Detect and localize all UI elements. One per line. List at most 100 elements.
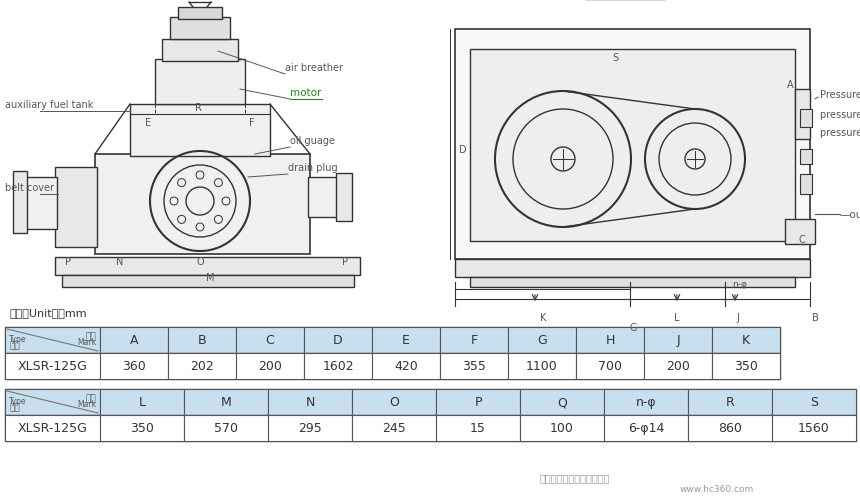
Bar <box>100 415 184 441</box>
Bar <box>440 327 508 353</box>
Text: 355: 355 <box>462 360 486 373</box>
Bar <box>162 40 238 62</box>
Bar <box>100 327 168 353</box>
Text: 570: 570 <box>214 422 238 435</box>
Bar <box>5 327 100 353</box>
Bar <box>520 389 604 415</box>
Text: O: O <box>196 257 204 267</box>
Bar <box>372 327 440 353</box>
Bar <box>688 415 772 441</box>
Text: 记号: 记号 <box>85 331 96 340</box>
Bar <box>576 353 644 379</box>
Bar <box>100 353 168 379</box>
Bar <box>5 353 780 379</box>
Bar <box>436 415 520 441</box>
Bar <box>455 260 810 278</box>
Bar <box>712 327 780 353</box>
Text: A: A <box>130 334 138 347</box>
Text: 记号: 记号 <box>85 393 96 402</box>
Bar <box>168 327 236 353</box>
Bar <box>470 50 795 241</box>
Bar <box>168 353 236 379</box>
Bar <box>55 168 97 247</box>
Text: 1100: 1100 <box>526 360 558 373</box>
Text: pressure gauge switch: pressure gauge switch <box>820 128 860 138</box>
Bar <box>576 327 644 353</box>
Text: F: F <box>470 334 477 347</box>
Text: 济南泉龙重工机械有限公司: 济南泉龙重工机械有限公司 <box>540 472 611 482</box>
Text: H: H <box>605 334 615 347</box>
Text: 单位（Unit）；mm: 单位（Unit）；mm <box>10 308 88 317</box>
Bar <box>5 327 780 353</box>
Text: 360: 360 <box>122 360 146 373</box>
Text: 860: 860 <box>718 422 742 435</box>
Text: —outlet: —outlet <box>840 209 860 219</box>
Bar <box>772 389 856 415</box>
Text: 245: 245 <box>382 422 406 435</box>
Bar <box>800 175 812 194</box>
Text: 1560: 1560 <box>798 422 830 435</box>
Text: P: P <box>342 257 348 267</box>
Text: P: P <box>65 257 71 267</box>
Bar <box>712 353 780 379</box>
Text: O: O <box>389 396 399 409</box>
Bar <box>184 415 268 441</box>
Text: 420: 420 <box>394 360 418 373</box>
Text: P: P <box>474 396 482 409</box>
Bar <box>604 415 688 441</box>
Text: 350: 350 <box>130 422 154 435</box>
Text: XLSR-125G: XLSR-125G <box>17 422 88 435</box>
Text: E: E <box>402 334 410 347</box>
Bar <box>644 327 712 353</box>
Bar <box>604 389 688 415</box>
Text: motor: motor <box>290 88 322 98</box>
Text: L: L <box>138 396 145 409</box>
Text: M: M <box>206 273 214 283</box>
Text: oil guage: oil guage <box>290 136 335 146</box>
Text: J: J <box>676 334 679 347</box>
Text: 295: 295 <box>298 422 322 435</box>
Text: N: N <box>305 396 315 409</box>
Bar <box>5 389 856 415</box>
Text: Mark: Mark <box>77 399 96 408</box>
Bar <box>520 415 604 441</box>
Bar <box>508 327 576 353</box>
Text: N: N <box>116 257 124 267</box>
Text: 型号: 型号 <box>9 340 20 349</box>
Bar <box>436 389 520 415</box>
Text: 1602: 1602 <box>322 360 353 373</box>
Text: B: B <box>198 334 206 347</box>
Bar <box>800 110 812 128</box>
Text: M: M <box>221 396 231 409</box>
Bar <box>55 258 360 276</box>
Text: J: J <box>736 313 740 322</box>
Bar <box>308 178 338 217</box>
Text: 200: 200 <box>258 360 282 373</box>
Text: Type: Type <box>9 334 27 343</box>
Text: L: L <box>674 313 679 322</box>
Bar <box>268 415 352 441</box>
Text: air breather: air breather <box>285 63 343 73</box>
Bar <box>170 18 230 40</box>
Text: R: R <box>194 103 201 113</box>
Bar <box>772 415 856 441</box>
Bar <box>130 105 270 157</box>
Bar <box>5 353 100 379</box>
Text: Pressure relief valve: Pressure relief valve <box>820 90 860 100</box>
Bar <box>5 415 100 441</box>
Bar <box>785 219 815 244</box>
Text: Type: Type <box>9 396 27 405</box>
Text: E: E <box>145 118 151 128</box>
Text: F: F <box>249 118 255 128</box>
Bar <box>25 178 57 229</box>
Text: R: R <box>726 396 734 409</box>
Bar <box>236 353 304 379</box>
Text: Q: Q <box>557 396 567 409</box>
Text: C: C <box>266 334 274 347</box>
Bar <box>508 353 576 379</box>
Text: D: D <box>333 334 343 347</box>
Bar <box>455 30 810 260</box>
Text: 350: 350 <box>734 360 758 373</box>
Bar <box>5 389 100 415</box>
Text: K: K <box>540 313 546 322</box>
